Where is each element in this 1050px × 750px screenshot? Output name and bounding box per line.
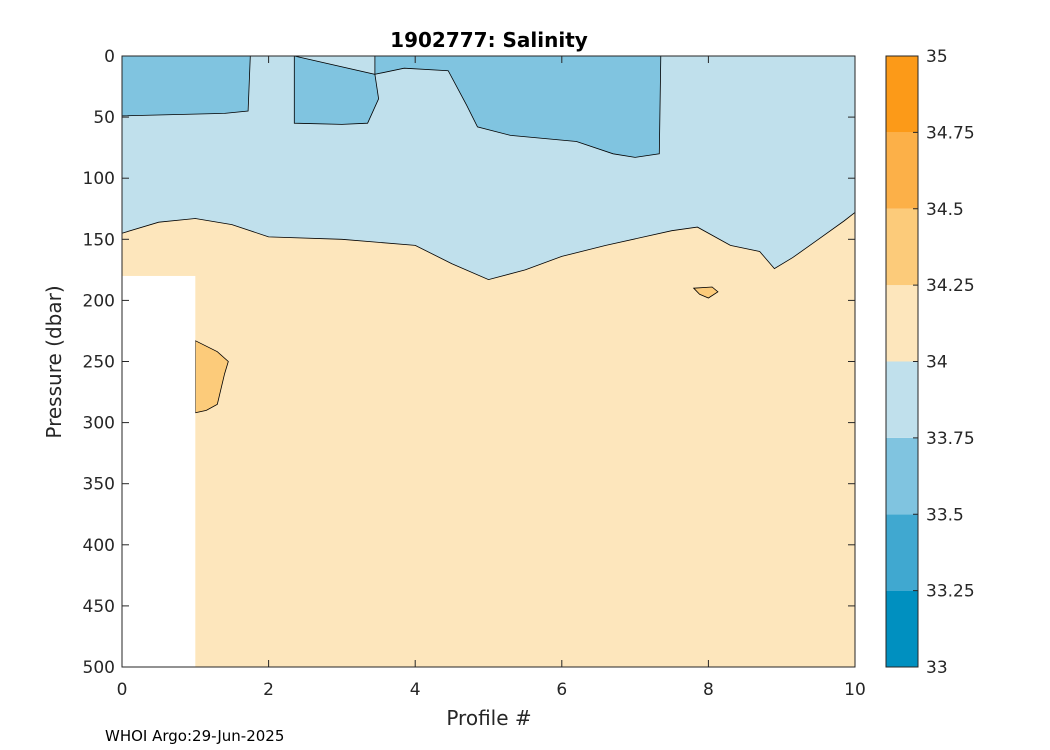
x-tick-label-10: 10: [844, 680, 866, 700]
contour-region-5: [692, 286, 719, 299]
x-tick-label-4: 4: [410, 680, 421, 700]
colorbar-band-33.25: [886, 514, 918, 591]
colorbar-band-33: [886, 590, 918, 667]
colorbar-label-33: 33: [926, 658, 948, 678]
contour-region-1: [121, 55, 251, 117]
y-tick-label-400: 400: [83, 536, 115, 556]
y-tick-label-250: 250: [83, 353, 115, 373]
colorbar-band-34.5: [886, 132, 918, 209]
y-tick-label-100: 100: [83, 169, 115, 189]
contour-region-2: [293, 55, 662, 158]
footer-date: WHOI Argo:29-Jun-2025: [105, 727, 284, 745]
y-tick-label-300: 300: [83, 414, 115, 434]
x-tick-label-6: 6: [556, 680, 567, 700]
x-axis: 0 2 4 6 8 10: [117, 56, 866, 700]
y-tick-label-200: 200: [83, 291, 115, 311]
colorbar-label-34.5: 34.5: [926, 200, 964, 220]
y-tick-label-500: 500: [83, 658, 115, 678]
y-tick-label-350: 350: [83, 475, 115, 495]
y-tick-label-450: 450: [83, 597, 115, 617]
x-tick-label-0: 0: [117, 680, 128, 700]
colorbar-label-33.5: 33.5: [926, 505, 964, 525]
colorbar-label-35: 35: [926, 47, 948, 67]
x-tick-label-8: 8: [703, 680, 714, 700]
contour-region-3: [121, 211, 856, 668]
plot-area: [121, 55, 856, 668]
colorbar-band-34.25: [886, 208, 918, 286]
colorbar-label-34: 34: [926, 353, 948, 373]
y-axis-label: Pressure (dbar): [42, 285, 66, 438]
y-tick-label-150: 150: [83, 230, 115, 250]
y-tick-label-0: 0: [104, 47, 115, 67]
colorbar-label-33.75: 33.75: [926, 429, 975, 449]
colorbar: 33 33.25 33.5 33.75 34 34.25 34.5 34.75 35: [885, 47, 975, 678]
x-axis-label: Profile #: [446, 706, 531, 730]
no-data-region: [122, 275, 196, 667]
contour-region-4: [194, 340, 229, 414]
y-axis: 0 50 100 150 200 250 300 350 400 450 500: [83, 47, 855, 678]
x-tick-label-2: 2: [263, 680, 274, 700]
y-tick-label-50: 50: [93, 108, 115, 128]
colorbar-band-34: [886, 285, 918, 362]
colorbar-band-34.75: [886, 56, 918, 133]
colorbar-label-33.25: 33.25: [926, 582, 975, 602]
colorbar-band-33.75: [886, 361, 918, 438]
colorbar-band-33.5: [886, 437, 918, 515]
chart-title: 1902777: Salinity: [390, 28, 588, 52]
colorbar-label-34.25: 34.25: [926, 276, 975, 296]
colorbar-label-34.75: 34.75: [926, 123, 975, 143]
